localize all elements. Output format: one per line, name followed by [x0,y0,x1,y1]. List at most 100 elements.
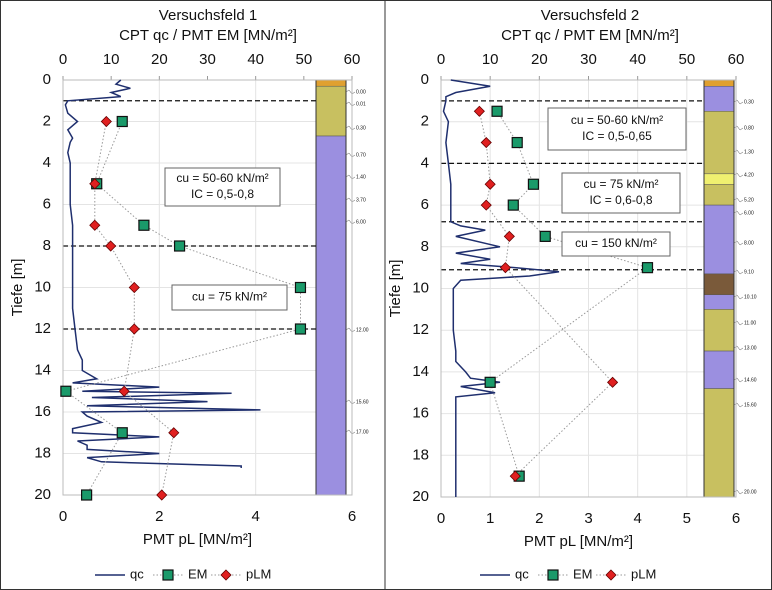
annotation-box [171,284,288,311]
plm-point [89,178,101,190]
column-zigzag [345,219,356,225]
column-label: 4.20 [744,172,754,178]
plm-point [480,199,492,211]
y-tick-label: 6 [421,196,429,213]
y-tick-label: 6 [43,195,51,212]
column-label: 11.00 [744,320,756,326]
annotation: IC = 0,5-0,65 [582,129,652,143]
y-tick-label: 18 [34,444,51,461]
chart-title: Versuchsfeld 1 [159,7,257,24]
legend-marker [162,569,174,581]
y-tick-label: 0 [421,71,429,88]
x-tick-label: 6 [348,508,356,525]
y-tick-label: 2 [43,112,51,129]
column-zigzag [345,89,356,95]
legend-label: qc [130,566,144,581]
column-zigzag [733,345,744,351]
column-label: 17.00 [356,429,369,435]
em-point [116,427,128,439]
column-zigzag [733,125,744,131]
x2-tick-label: 10 [482,51,499,68]
column-zigzag [733,197,744,203]
annotation-box [164,167,281,207]
column-label: 1.30 [744,149,754,155]
y-tick-label: 10 [412,279,429,296]
plm-point [89,219,101,231]
x-axis-label: PMT pL [MN/m²] [143,531,252,548]
em-point [81,489,93,501]
em-point [294,281,307,294]
column-label: 3.70 [356,197,366,203]
x2-tick-label: 40 [247,51,264,68]
qc-line [64,79,261,468]
plm-point [168,427,180,439]
column-label: 0.30 [744,99,754,105]
column-label: 0.80 [744,125,754,131]
legend-marker [605,569,617,581]
x2-tick-label: 0 [437,51,445,68]
y-tick-label: 20 [34,486,51,503]
column-label: 15.60 [356,399,369,405]
x-tick-label: 2 [535,510,543,527]
x2-tick-label: 20 [151,51,168,68]
plm-point [100,115,112,128]
column-zigzag [733,320,744,326]
column-zigzag [733,377,744,383]
soil-layer [703,111,735,175]
soil-layer [315,79,347,87]
connector [478,111,614,477]
annotation-box [561,172,681,214]
chart-title: Versuchsfeld 2 [541,7,639,24]
x-tick-label: 3 [584,510,592,527]
column-zigzag [345,152,356,158]
plot-area [440,79,737,498]
soil-layer [703,273,735,296]
y-tick-label: 8 [43,237,51,254]
plm-point [503,230,515,242]
x2-axis-label: CPT qc / PMT EM [MN/m²] [501,27,679,44]
soil-layer [315,85,347,137]
em-point [484,376,496,388]
column-zigzag [345,327,356,333]
column-zigzag [733,269,744,275]
x2-tick-label: 10 [103,51,120,68]
x2-tick-label: 20 [531,51,548,68]
em-point [527,178,540,190]
em-point [641,262,654,274]
x-tick-label: 4 [633,510,641,527]
column-zigzag [733,402,744,408]
plm-point [499,262,511,274]
y-tick-label: 14 [34,361,51,378]
annotation-box [561,231,671,257]
column-zigzag [733,294,744,300]
column-zigzag [345,197,356,203]
column-label: 8.00 [744,240,754,246]
x-tick-label: 4 [251,508,259,525]
x-tick-label: 0 [59,508,67,525]
column-label: 5.20 [744,197,754,203]
column-label: 15.60 [744,402,757,408]
legend-marker [547,569,559,581]
y-tick-label: 8 [421,238,429,255]
y-tick-label: 12 [412,321,429,338]
column-label: 10.10 [744,294,757,300]
column-zigzag [733,99,744,105]
x-tick-label: 2 [155,508,163,525]
column-label: 13.00 [744,345,757,351]
column-label: 6.00 [356,219,366,225]
soil-layer [703,204,735,275]
y-tick-label: 16 [412,405,429,422]
column-label: 0.30 [356,125,366,131]
column-zigzag [733,489,744,495]
column-zigzag [345,399,356,405]
x-tick-label: 5 [683,510,691,527]
legend-label: EM [573,566,593,581]
column-label: 20.00 [744,489,757,495]
y-tick-label: 18 [412,446,429,463]
plm-point [118,385,130,397]
soil-layer [703,173,735,185]
column-zigzag [733,149,744,155]
soil-layer [703,309,735,352]
x2-axis-label: CPT qc / PMT EM [MN/m²] [119,27,297,44]
annotation: IC = 0,5-0,8 [191,187,254,201]
